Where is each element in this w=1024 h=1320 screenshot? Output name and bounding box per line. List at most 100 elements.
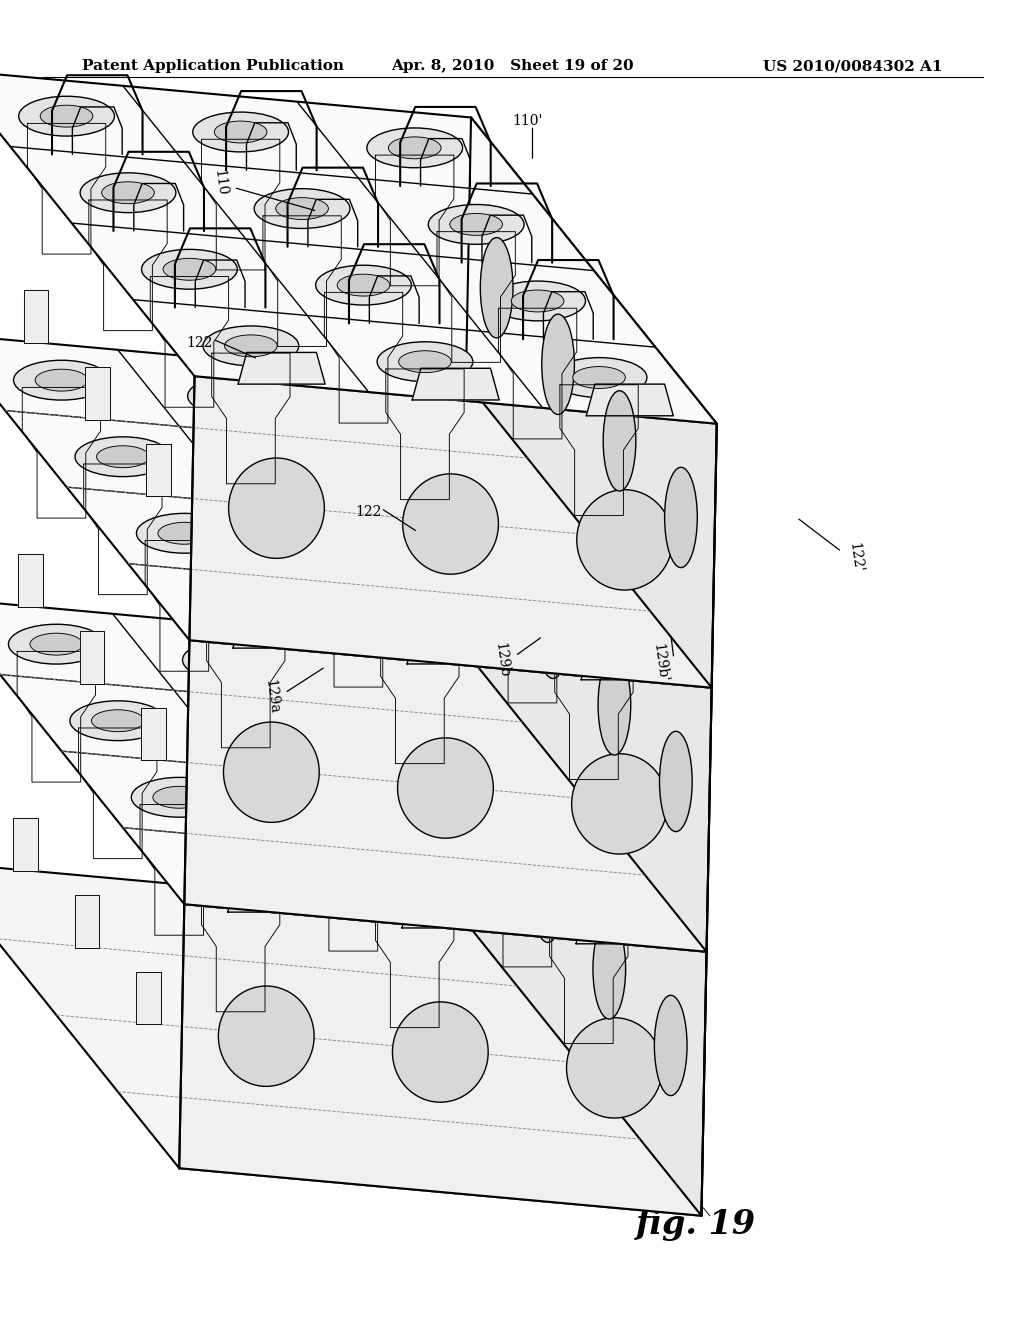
- Polygon shape: [0, 598, 707, 952]
- Ellipse shape: [249, 453, 345, 492]
- Ellipse shape: [367, 128, 463, 168]
- Ellipse shape: [18, 96, 115, 136]
- Ellipse shape: [91, 710, 144, 731]
- Ellipse shape: [480, 238, 513, 338]
- Ellipse shape: [479, 809, 575, 849]
- Ellipse shape: [542, 314, 574, 414]
- Ellipse shape: [378, 665, 431, 686]
- Text: Patent Application Publication: Patent Application Publication: [82, 59, 344, 74]
- Polygon shape: [233, 616, 319, 648]
- Ellipse shape: [593, 919, 626, 1019]
- Text: 110': 110': [512, 115, 543, 128]
- Ellipse shape: [219, 599, 272, 620]
- Text: 122: 122: [355, 506, 382, 519]
- Polygon shape: [227, 880, 315, 912]
- Ellipse shape: [228, 458, 325, 558]
- Ellipse shape: [35, 370, 88, 391]
- Ellipse shape: [598, 655, 631, 755]
- Polygon shape: [24, 290, 48, 343]
- Ellipse shape: [356, 656, 453, 696]
- Ellipse shape: [136, 513, 232, 553]
- Polygon shape: [146, 444, 171, 496]
- Ellipse shape: [158, 523, 211, 544]
- Ellipse shape: [265, 726, 318, 747]
- Ellipse shape: [393, 615, 446, 636]
- Ellipse shape: [423, 469, 519, 508]
- Ellipse shape: [270, 462, 324, 483]
- Ellipse shape: [541, 886, 637, 925]
- Ellipse shape: [187, 376, 284, 416]
- Ellipse shape: [223, 722, 319, 822]
- Ellipse shape: [153, 787, 206, 808]
- Ellipse shape: [367, 870, 463, 909]
- Polygon shape: [456, 645, 707, 1216]
- Ellipse shape: [572, 367, 626, 388]
- Polygon shape: [184, 640, 712, 952]
- Ellipse shape: [450, 214, 503, 235]
- Ellipse shape: [75, 437, 171, 477]
- Ellipse shape: [141, 249, 238, 289]
- Ellipse shape: [392, 1002, 488, 1102]
- Ellipse shape: [182, 640, 279, 680]
- Ellipse shape: [562, 895, 615, 916]
- Ellipse shape: [305, 793, 401, 833]
- Ellipse shape: [361, 392, 458, 432]
- Ellipse shape: [567, 631, 621, 652]
- Ellipse shape: [501, 818, 554, 840]
- Polygon shape: [13, 818, 38, 871]
- Ellipse shape: [444, 478, 498, 499]
- Polygon shape: [0, 334, 712, 688]
- Ellipse shape: [388, 137, 441, 158]
- Ellipse shape: [475, 502, 508, 602]
- Text: 122': 122': [846, 541, 864, 573]
- Ellipse shape: [470, 766, 503, 866]
- Polygon shape: [408, 632, 494, 664]
- Ellipse shape: [8, 624, 104, 664]
- Polygon shape: [136, 972, 161, 1024]
- Polygon shape: [0, 862, 701, 1216]
- Ellipse shape: [484, 545, 581, 585]
- Ellipse shape: [131, 777, 227, 817]
- Ellipse shape: [163, 259, 216, 280]
- Ellipse shape: [96, 446, 150, 467]
- Text: US 2010/0084302 A1: US 2010/0084302 A1: [763, 59, 942, 74]
- Ellipse shape: [193, 112, 289, 152]
- Polygon shape: [189, 376, 717, 688]
- Ellipse shape: [254, 189, 350, 228]
- Ellipse shape: [551, 358, 647, 397]
- Polygon shape: [582, 648, 669, 680]
- Ellipse shape: [30, 634, 83, 655]
- Polygon shape: [412, 368, 500, 400]
- Ellipse shape: [218, 986, 314, 1086]
- Ellipse shape: [80, 173, 176, 213]
- Ellipse shape: [377, 342, 473, 381]
- Ellipse shape: [101, 182, 155, 203]
- Ellipse shape: [244, 717, 340, 756]
- Ellipse shape: [397, 738, 494, 838]
- Ellipse shape: [209, 385, 262, 407]
- Polygon shape: [179, 904, 707, 1216]
- Polygon shape: [80, 631, 104, 684]
- Ellipse shape: [388, 879, 441, 900]
- Ellipse shape: [654, 995, 687, 1096]
- Polygon shape: [401, 896, 489, 928]
- Ellipse shape: [337, 275, 390, 296]
- Text: 110: 110: [211, 168, 229, 197]
- Polygon shape: [0, 70, 717, 424]
- Polygon shape: [141, 708, 166, 760]
- Ellipse shape: [659, 731, 692, 832]
- Ellipse shape: [13, 360, 110, 400]
- Ellipse shape: [439, 742, 493, 763]
- Text: 129a: 129a: [262, 678, 281, 715]
- Polygon shape: [238, 352, 326, 384]
- Ellipse shape: [571, 754, 668, 854]
- Ellipse shape: [332, 539, 385, 560]
- Ellipse shape: [70, 701, 166, 741]
- Ellipse shape: [489, 281, 586, 321]
- Polygon shape: [587, 384, 674, 416]
- Ellipse shape: [383, 401, 436, 422]
- Polygon shape: [466, 117, 717, 688]
- Ellipse shape: [577, 490, 673, 590]
- Ellipse shape: [224, 335, 278, 356]
- Polygon shape: [577, 912, 664, 944]
